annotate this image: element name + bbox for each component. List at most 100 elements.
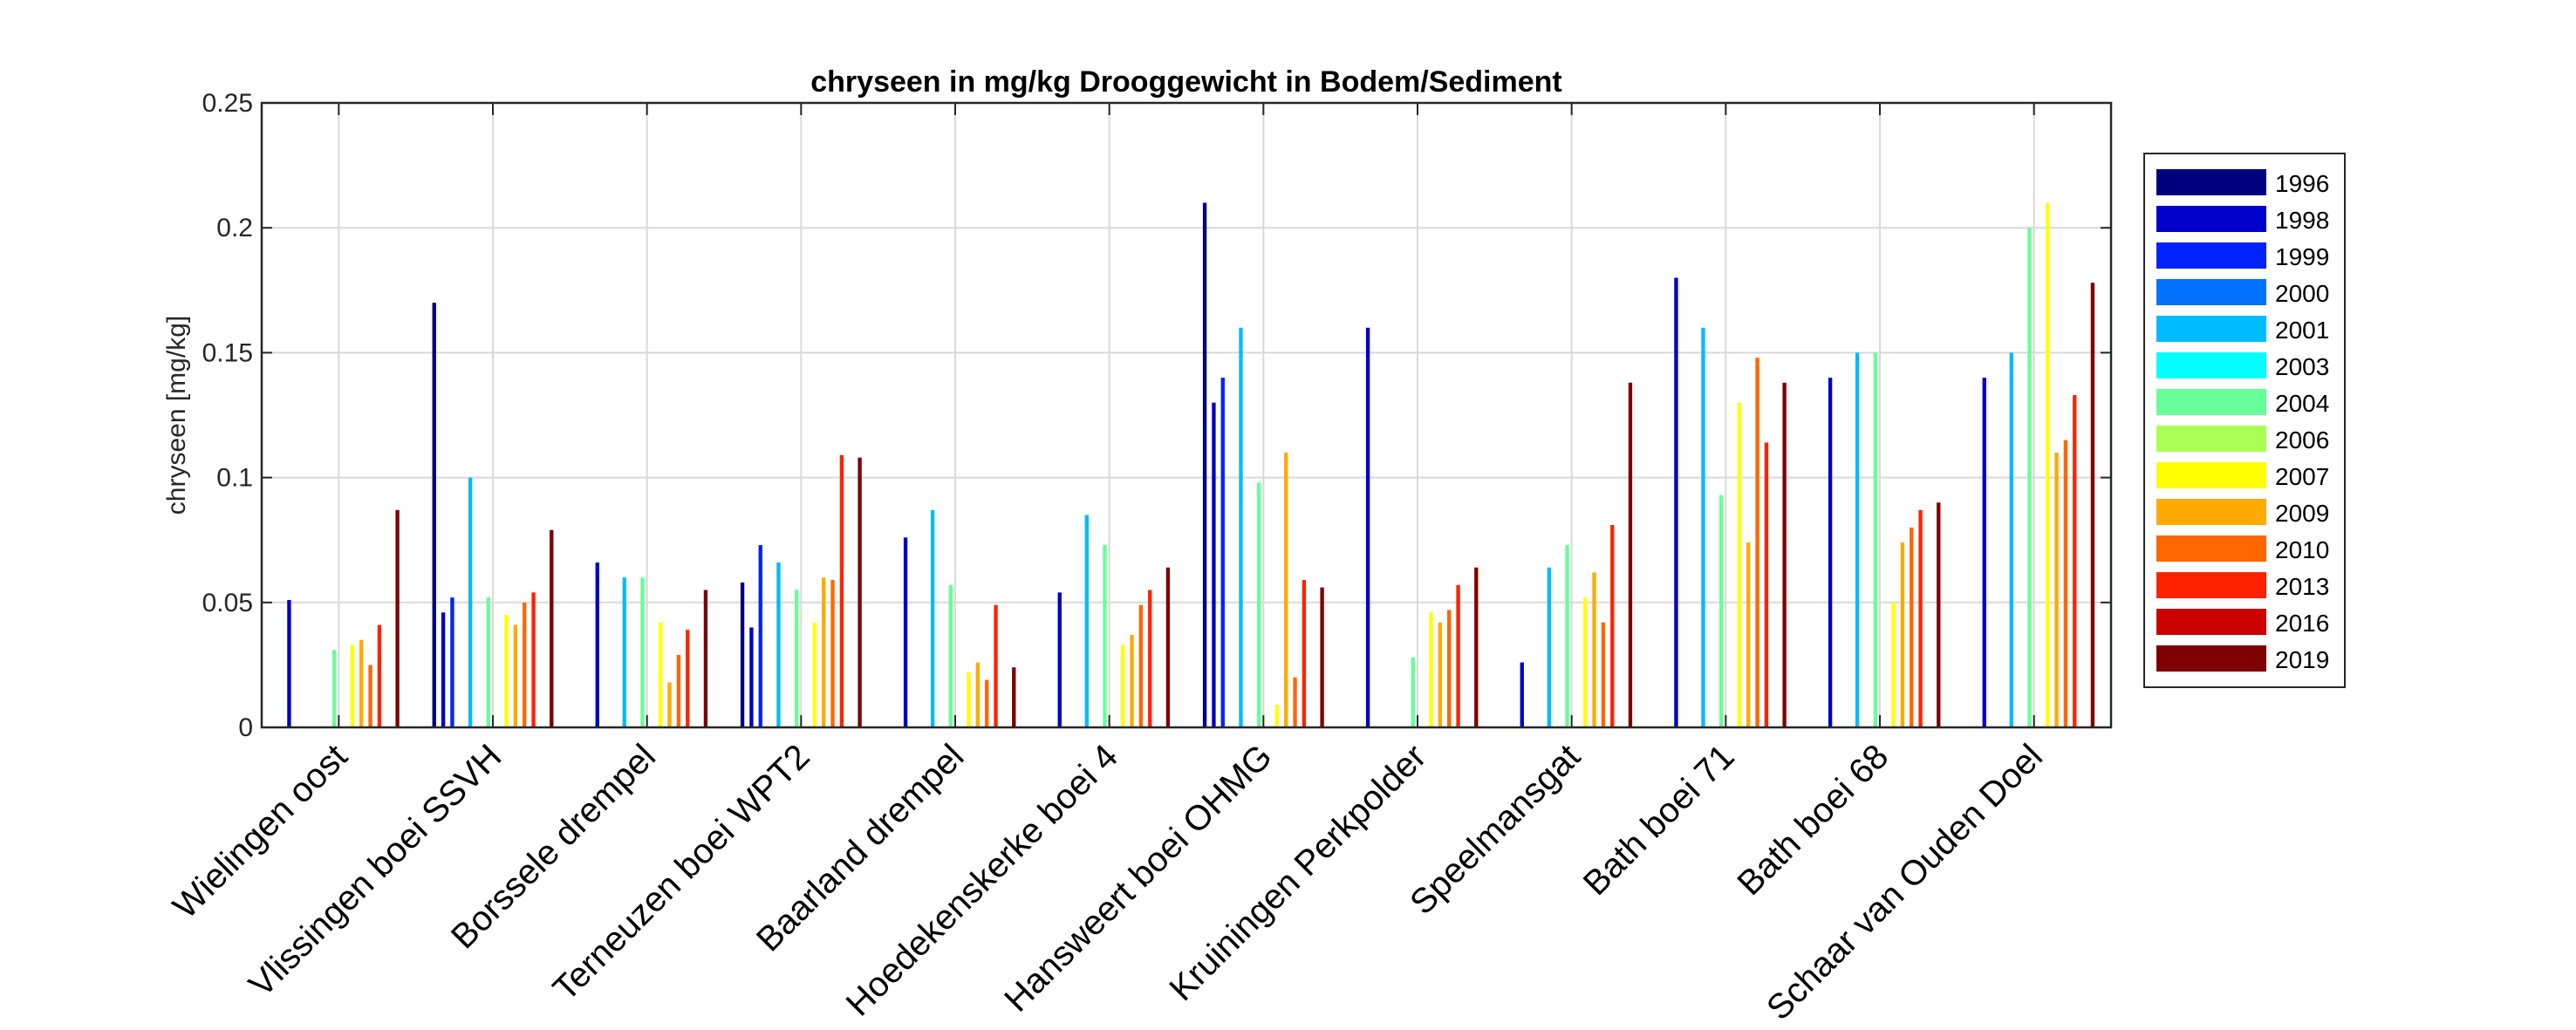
legend-label: 2004 <box>2275 390 2329 417</box>
plot-background <box>262 103 2111 727</box>
bar <box>749 627 754 727</box>
bar <box>839 454 844 727</box>
bar <box>550 529 554 727</box>
legend-label: 1998 <box>2275 207 2329 234</box>
bar <box>1220 378 1225 727</box>
legend-label: 2019 <box>2275 646 2329 673</box>
bar <box>1138 604 1144 727</box>
bar <box>1701 327 1705 727</box>
bar <box>1274 705 1280 727</box>
bar <box>2027 228 2032 727</box>
bar <box>1148 590 1152 727</box>
bar <box>1828 378 1833 727</box>
bar <box>1302 580 1307 727</box>
legend-label: 2007 <box>2275 463 2329 490</box>
legend-label: 2016 <box>2275 610 2329 637</box>
bar <box>703 590 708 727</box>
legend-label: 2001 <box>2275 317 2329 344</box>
bar <box>985 679 989 727</box>
bar <box>967 672 971 727</box>
bar <box>812 622 817 727</box>
legend-swatch <box>2156 279 2266 305</box>
legend-swatch <box>2156 426 2266 452</box>
legend-swatch <box>2156 352 2266 379</box>
bar <box>1239 327 1243 727</box>
bar <box>994 604 998 727</box>
bar <box>948 584 953 727</box>
legend-swatch <box>2156 316 2266 342</box>
bar <box>1628 382 1633 727</box>
bar <box>1592 572 1596 727</box>
bar <box>1910 527 1914 727</box>
bar <box>2063 440 2068 727</box>
legend-swatch <box>2156 389 2266 415</box>
bar <box>1891 602 1896 727</box>
legend-label: 2000 <box>2275 280 2329 307</box>
bar <box>1212 402 1216 727</box>
bar <box>1284 452 1288 727</box>
bar <box>1103 544 1107 727</box>
bar <box>1474 567 1479 727</box>
legend-swatch <box>2156 645 2266 672</box>
bar <box>432 303 436 727</box>
legend-swatch <box>2156 609 2266 635</box>
legend-swatch <box>2156 535 2266 562</box>
bar <box>1565 544 1569 727</box>
bar <box>659 622 663 727</box>
bar <box>1202 202 1207 727</box>
bar <box>395 509 400 727</box>
bar <box>1365 327 1370 727</box>
bar <box>2054 452 2059 727</box>
legend-label: 2006 <box>2275 426 2329 454</box>
bar <box>686 630 690 727</box>
legend-swatch <box>2156 462 2266 488</box>
bar <box>504 615 509 727</box>
bar <box>794 590 799 727</box>
bar <box>1429 612 1433 727</box>
axes-frame <box>260 101 2113 729</box>
bar <box>1130 635 1134 727</box>
bar <box>1438 622 1443 727</box>
bar <box>1456 584 1460 727</box>
y-tick-label: 0 <box>238 713 253 742</box>
bar <box>2073 395 2077 727</box>
bars <box>287 202 2095 728</box>
bar <box>1674 277 1678 728</box>
gridlines <box>262 103 2111 727</box>
legend-swatch <box>2156 572 2266 598</box>
bar <box>1547 567 1551 727</box>
y-tick-label: 0.15 <box>202 338 253 367</box>
bar <box>667 682 672 727</box>
bar <box>595 562 599 727</box>
bar <box>776 562 781 727</box>
bar <box>1293 677 1297 727</box>
bar <box>1447 610 1452 727</box>
bar <box>1900 542 1905 727</box>
bar <box>1755 358 1759 727</box>
bar <box>2046 202 2050 727</box>
bar <box>1012 667 1016 727</box>
bar <box>676 654 681 727</box>
bar <box>1764 442 1769 727</box>
bar <box>822 577 826 727</box>
bar <box>975 662 981 727</box>
y-tick-label: 0.25 <box>202 89 253 118</box>
bar <box>1855 352 1860 727</box>
bar <box>1057 592 1062 727</box>
bar <box>903 537 908 727</box>
legend-label: 2003 <box>2275 353 2329 380</box>
legend-label: 2013 <box>2275 573 2329 600</box>
bar <box>368 665 372 727</box>
bar <box>1746 542 1751 727</box>
chart-title: chryseen in mg/kg Drooggewicht in Bodem/… <box>810 65 1561 99</box>
legend-swatch <box>2156 499 2266 525</box>
bar <box>441 612 446 727</box>
bar <box>930 509 935 727</box>
y-axis-label: chryseen [mg/kg] <box>162 316 191 515</box>
bar <box>740 582 745 727</box>
bar <box>858 457 862 727</box>
legend-swatch <box>2156 242 2266 269</box>
bar <box>1737 402 1742 727</box>
bar <box>1121 645 1125 727</box>
